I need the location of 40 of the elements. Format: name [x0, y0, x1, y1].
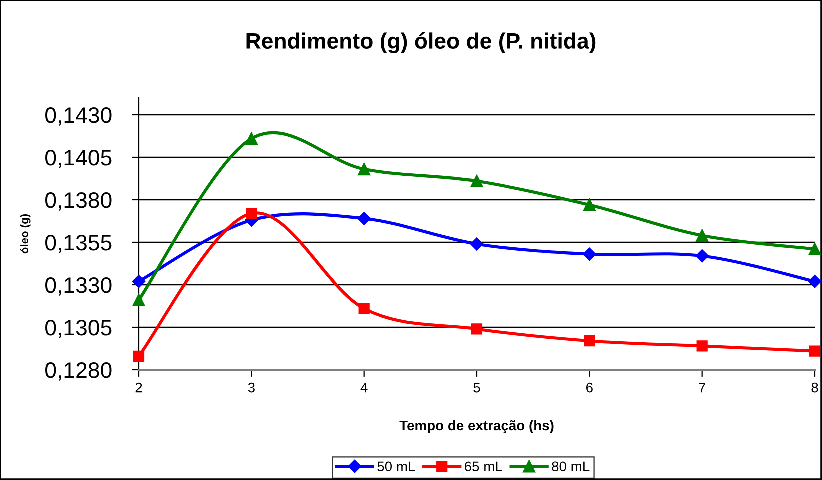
- point: [808, 243, 822, 256]
- legend-label: 80 mL: [552, 462, 590, 472]
- x-tick-label: 3: [248, 382, 255, 393]
- point: [808, 275, 822, 288]
- legend-label: 50 mL: [378, 462, 416, 472]
- point: [133, 350, 145, 362]
- y-tick-label: 0,1280: [46, 362, 112, 381]
- x-tick-label: 4: [360, 383, 368, 393]
- x-tick-label: 8: [812, 382, 818, 393]
- y-tick-label: 0,1330: [46, 278, 112, 296]
- x-tick-label: 6: [586, 382, 593, 393]
- y-tick-label: 0,1380: [46, 192, 112, 211]
- y-tick-label: 0,1405: [46, 150, 112, 168]
- point: [132, 294, 146, 307]
- point: [358, 303, 370, 314]
- chart-title: Rendimento (g) óleo de (P. nitida): [246, 32, 596, 54]
- point: [583, 248, 596, 261]
- point: [358, 212, 371, 226]
- y-axis-title: óleo (g): [20, 214, 31, 254]
- point: [132, 275, 146, 288]
- y-tick-label: 0,1355: [46, 235, 112, 254]
- x-tick-label: 5: [474, 383, 480, 393]
- point: [583, 198, 596, 212]
- x-axis-title: Tempo de extração (hs): [400, 420, 554, 434]
- point: [470, 175, 484, 188]
- point: [696, 340, 708, 352]
- point: [584, 336, 596, 347]
- point: [470, 238, 484, 251]
- x-tick-label: 7: [699, 383, 706, 393]
- x-tick-label: 2: [136, 382, 142, 393]
- point: [696, 250, 709, 263]
- point: [471, 324, 483, 335]
- y-tick-label: 0,1430: [46, 108, 112, 126]
- point: [696, 229, 709, 242]
- legend-label: 65 mL: [465, 462, 502, 472]
- point: [246, 208, 258, 220]
- point: [245, 132, 258, 146]
- point: [809, 346, 821, 357]
- y-tick-label: 0,1305: [46, 320, 112, 338]
- point: [358, 163, 371, 176]
